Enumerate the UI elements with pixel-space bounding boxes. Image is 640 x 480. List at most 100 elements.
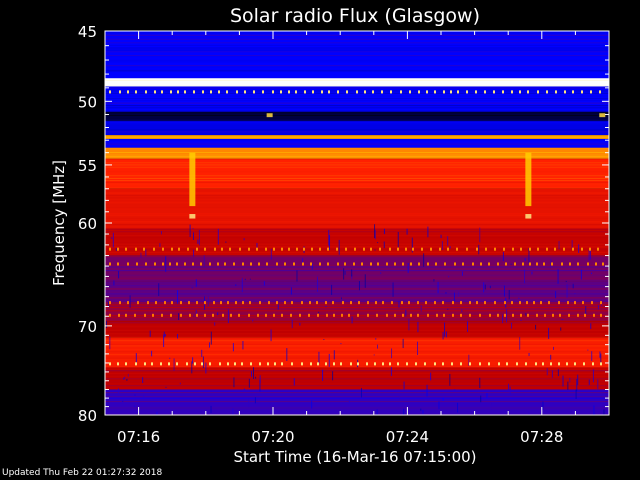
dotted-line-1-dot (311, 247, 313, 251)
noise-speck (575, 389, 577, 399)
noise-speck (448, 276, 450, 278)
band-streak (105, 110, 609, 112)
dotted-line-0-dot (555, 90, 557, 94)
dotted-line-2-dot (258, 262, 260, 266)
noise-speck (449, 246, 451, 249)
dotted-line-2-dot (266, 262, 268, 266)
band-streak (105, 169, 609, 171)
noise-speck (256, 243, 258, 249)
band-streak (105, 237, 609, 239)
noise-speck (197, 239, 199, 244)
noise-speck (417, 321, 419, 333)
dotted-line-3-dot (350, 301, 352, 305)
noise-speck (374, 249, 376, 251)
dotted-line-1-dot (537, 247, 539, 251)
band-streak (105, 258, 609, 260)
frequency-band-10 (105, 228, 609, 256)
burst-feature-4 (266, 113, 273, 118)
dotted-line-0-dot (418, 90, 420, 94)
dotted-line-3-dot (382, 301, 384, 305)
noise-speck (191, 286, 193, 289)
band-streak (105, 129, 609, 131)
dotted-line-3-dot (469, 301, 471, 305)
dotted-line-1-dot (153, 247, 155, 251)
band-streak (105, 190, 609, 192)
dotted-line-1-dot (389, 247, 391, 251)
noise-speck (323, 339, 325, 341)
band-streak (105, 397, 609, 399)
dotted-line-5-dot (325, 362, 327, 366)
dotted-line-2-dot (418, 262, 420, 266)
dotted-line-1-dot (354, 247, 356, 251)
frequency-band-8 (105, 158, 609, 189)
dotted-line-0-dot (226, 90, 228, 94)
dotted-line-1-dot (336, 247, 338, 251)
noise-speck (580, 269, 582, 280)
noise-speck (331, 284, 333, 295)
dotted-line-0-dot (288, 90, 290, 94)
band-streak (105, 262, 609, 264)
dotted-line-5-dot (389, 362, 391, 366)
noise-speck (244, 278, 246, 281)
y-tick-label-4: 70 (78, 318, 97, 336)
dotted-line-2-dot (217, 262, 219, 266)
noise-speck (333, 350, 335, 360)
noise-speck (207, 295, 209, 307)
noise-speck (322, 369, 324, 381)
dotted-line-4-dot (552, 313, 554, 317)
dotted-line-3-dot (109, 301, 111, 305)
noise-speck (149, 330, 151, 337)
noise-speck (566, 284, 568, 298)
dotted-line-5-dot (366, 362, 368, 366)
noise-speck (376, 409, 378, 415)
noise-speck (528, 352, 530, 357)
dotted-line-3-dot (309, 301, 311, 305)
band-streak (105, 290, 609, 292)
band-streak (105, 297, 609, 299)
noise-speck (192, 232, 194, 240)
band-streak (105, 114, 609, 116)
noise-speck (433, 279, 435, 282)
dotted-line-5-dot (460, 362, 462, 366)
band-streak (105, 224, 609, 226)
dotted-line-3-dot (533, 301, 535, 305)
band-streak (105, 81, 609, 83)
dotted-line-4-dot (512, 313, 514, 317)
dotted-line-3-dot (332, 301, 334, 305)
noise-speck (550, 258, 552, 269)
dotted-line-0-dot (346, 90, 348, 94)
band-streak (105, 335, 609, 337)
noise-speck (557, 369, 559, 377)
dotted-line-1-dot (178, 247, 180, 251)
dotted-line-2-dot (162, 262, 164, 266)
dotted-line-2-dot (551, 262, 553, 266)
dotted-line-1-dot (370, 247, 372, 251)
band-streak (105, 381, 609, 383)
x-tick-label-0: 07:16 (117, 428, 160, 446)
band-streak (105, 117, 609, 119)
dotted-line-2-dot (176, 262, 178, 266)
dotted-line-5-dot (109, 362, 111, 366)
noise-speck (558, 240, 560, 250)
dotted-line-3-dot (526, 301, 528, 305)
band-streak (105, 304, 609, 306)
dotted-line-1-dot (143, 247, 145, 251)
noise-speck (422, 409, 424, 414)
band-streak (105, 388, 609, 390)
dotted-line-1-dot (529, 247, 531, 251)
noise-speck (373, 354, 375, 356)
dotted-line-2-dot (302, 262, 304, 266)
noise-speck (348, 400, 350, 402)
dotted-line-4-dot (427, 313, 429, 317)
noise-speck (122, 400, 124, 402)
dotted-line-2-dot (276, 262, 278, 266)
noise-speck (293, 378, 295, 386)
dotted-line-5-dot (234, 362, 236, 366)
dotted-line-2-dot (480, 262, 482, 266)
band-streak (105, 264, 609, 266)
band-streak (105, 271, 609, 273)
dotted-line-1-dot (273, 247, 275, 251)
dotted-line-2-dot (402, 262, 404, 266)
dotted-line-4-dot (125, 313, 127, 317)
dotted-line-3-dot (204, 301, 206, 305)
